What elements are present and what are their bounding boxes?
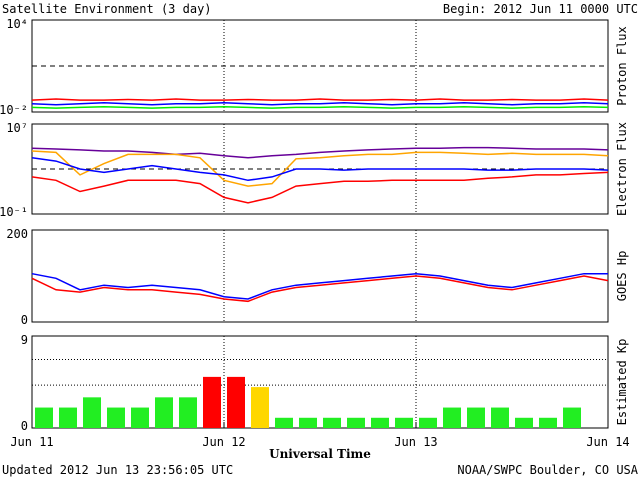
y-tick-label: 10⁻² [0, 103, 28, 117]
series-line [31, 275, 609, 303]
begin: Begin: 2012 Jun 11 0000 UTC [443, 2, 638, 16]
kp-bar [323, 417, 341, 428]
y-axis-label: Proton Flux [615, 26, 629, 105]
kp-bar [515, 417, 533, 428]
series-line [31, 171, 609, 204]
x-tick-label: Jun 11 [10, 435, 53, 449]
kp-bar [83, 397, 101, 428]
kp-bar [419, 417, 437, 428]
series-line [31, 102, 609, 106]
kp-bar [347, 417, 365, 428]
series-line [31, 105, 609, 109]
x-tick-label: Jun 14 [586, 435, 629, 449]
kp-bar [467, 407, 485, 428]
series-line [31, 272, 608, 300]
y-tick-label: 0 [21, 419, 28, 433]
y-tick-label: 10⁷ [6, 121, 28, 135]
kp-bar [131, 407, 149, 428]
title: Satellite Environment (3 day) [2, 2, 212, 16]
kp-bar [539, 417, 557, 428]
x-axis-label: Universal Time [269, 447, 371, 461]
kp-bar [299, 417, 317, 428]
y-axis-label: Estimated Kp [615, 339, 629, 426]
x-tick-label: Jun 12 [202, 435, 245, 449]
series-line [31, 157, 609, 182]
series-line [31, 146, 609, 159]
kp-bar [371, 417, 389, 428]
kp-bar [443, 407, 461, 428]
y-tick-label: 0 [21, 313, 28, 327]
x-tick-label: Jun 13 [394, 435, 437, 449]
y-axis-label: GOES Hp [615, 251, 629, 302]
panel-frame [31, 335, 609, 429]
y-axis-label: Electron Flux [615, 122, 629, 216]
y-tick-label: 10⁴ [6, 17, 28, 31]
panel-frame [31, 229, 609, 323]
kp-bar [275, 417, 293, 428]
series-line [31, 150, 609, 187]
kp-bar [179, 397, 197, 428]
kp-bar [563, 407, 581, 428]
updated: Updated 2012 Jun 13 23:56:05 UTC [2, 463, 233, 477]
y-tick-label: 200 [6, 227, 28, 241]
kp-bar [59, 407, 77, 428]
series-line [31, 98, 609, 101]
kp-bar [155, 397, 173, 428]
kp-bar [35, 407, 53, 428]
kp-bar [107, 407, 125, 428]
credit: NOAA/SWPC Boulder, CO USA [457, 463, 638, 477]
kp-bar [395, 417, 413, 428]
kp-bar [227, 376, 245, 428]
kp-bar [203, 376, 221, 428]
y-tick-label: 10⁻¹ [0, 205, 28, 219]
kp-bar [251, 387, 269, 428]
y-tick-label: 9 [21, 333, 28, 347]
kp-bar [491, 407, 509, 428]
